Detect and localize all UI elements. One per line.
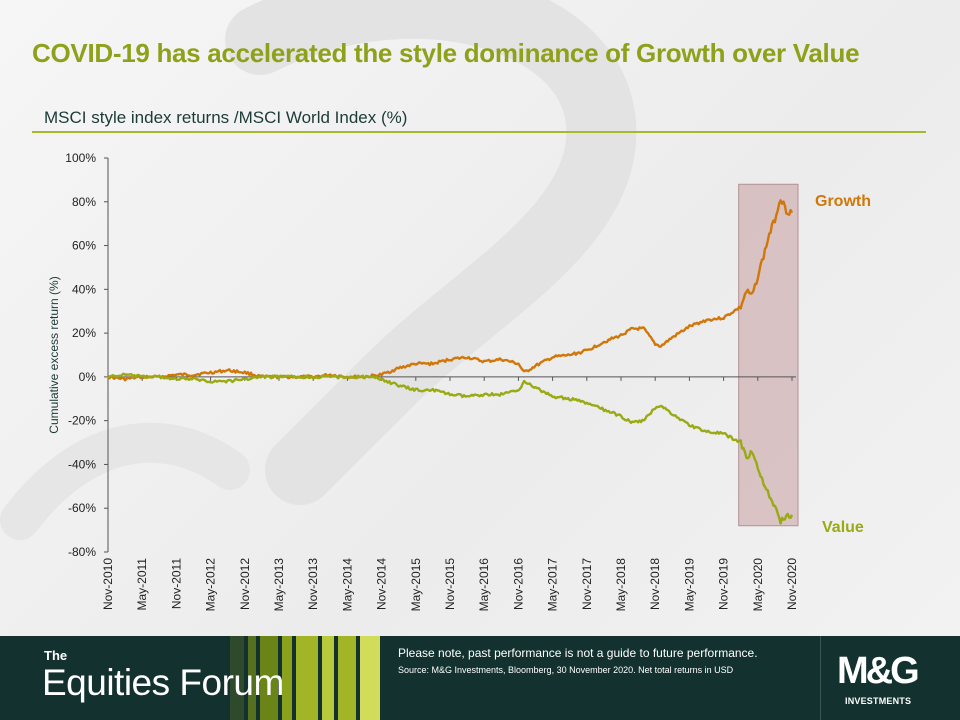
x-tick-label: May-2015 bbox=[409, 558, 423, 612]
y-tick-label: -40% bbox=[68, 457, 96, 471]
x-tick-label: Nov-2019 bbox=[717, 558, 731, 610]
x-tick-label: Nov-2011 bbox=[169, 558, 183, 609]
y-tick-label: -80% bbox=[68, 545, 96, 559]
x-tick-label: Nov-2010 bbox=[101, 558, 115, 610]
x-tick-label: Nov-2015 bbox=[443, 558, 457, 610]
line-chart: 100% 80% 60% 40% 20% 0% -20% -40% -60% -80% Cumula… bbox=[47, 151, 871, 612]
y-tick-label: 40% bbox=[72, 282, 96, 296]
x-tick-label: Nov-2016 bbox=[511, 558, 525, 610]
y-tick-label: 20% bbox=[72, 326, 96, 340]
x-tick-label: May-2020 bbox=[751, 558, 765, 612]
x-tick-label: May-2011 bbox=[135, 558, 149, 611]
x-tick-label: May-2018 bbox=[614, 558, 628, 612]
y-axis-label: Cumulative excess return (%) bbox=[47, 276, 61, 433]
x-tick-label: Nov-2020 bbox=[785, 558, 799, 610]
series-label-growth: Growth bbox=[815, 193, 871, 210]
x-tick-label: Nov-2012 bbox=[238, 558, 252, 610]
chart-subtitle: MSCI style index returns /MSCI World Ind… bbox=[44, 108, 408, 127]
slide-title: COVID-19 has accelerated the style domin… bbox=[32, 38, 860, 68]
series-line-value bbox=[107, 372, 794, 525]
x-tick-label: May-2013 bbox=[272, 558, 286, 612]
y-tick-label: 80% bbox=[72, 195, 96, 209]
watermark-graphic bbox=[0, 0, 637, 540]
x-tick-label: May-2014 bbox=[340, 558, 354, 612]
x-tick-label: May-2016 bbox=[477, 558, 491, 612]
y-tick-label: 60% bbox=[72, 239, 96, 253]
footer-bar: The Equities Forum Please note, past per… bbox=[0, 636, 960, 720]
x-tick-label: Nov-2013 bbox=[306, 558, 320, 610]
x-tick-label: May-2019 bbox=[682, 558, 696, 612]
brand-name: Equities Forum bbox=[42, 662, 284, 703]
y-tick-label: 100% bbox=[65, 151, 96, 165]
mg-logo: M&G INVESTMENTS bbox=[820, 636, 960, 720]
brand-the: The bbox=[44, 648, 68, 663]
x-tick-label: Nov-2017 bbox=[580, 558, 594, 610]
y-tick-label: -20% bbox=[68, 414, 96, 428]
logo-subtitle: INVESTMENTS bbox=[845, 696, 912, 706]
disclaimer-text: Please note, past performance is not a g… bbox=[398, 646, 758, 660]
title-divider bbox=[32, 131, 926, 133]
series-line-growth bbox=[107, 199, 794, 382]
x-tick-label: Nov-2018 bbox=[648, 558, 662, 610]
series-label-value: Value bbox=[822, 519, 864, 536]
x-tick-label: May-2017 bbox=[546, 558, 560, 612]
equities-forum-brand: The Equities Forum bbox=[0, 636, 380, 720]
source-text: Source: M&G Investments, Bloomberg, 30 N… bbox=[398, 665, 734, 675]
y-tick-label: -60% bbox=[68, 501, 96, 515]
x-tick-label: May-2012 bbox=[204, 558, 218, 612]
y-tick-label: 0% bbox=[79, 370, 97, 384]
x-tick-label: Nov-2014 bbox=[375, 558, 389, 610]
logo-wordmark: M&G bbox=[837, 650, 920, 692]
